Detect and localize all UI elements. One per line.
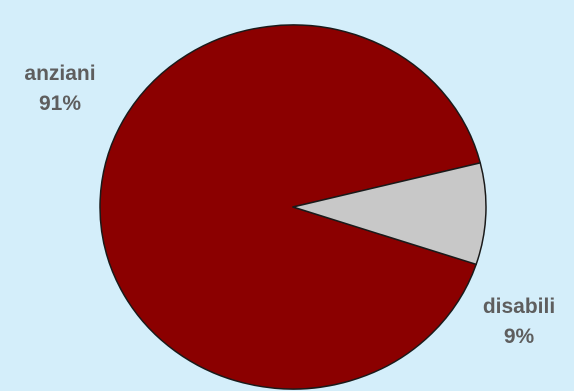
- pie-slices: [99, 24, 487, 390]
- slice-name-disabili: disabili: [483, 295, 555, 318]
- slice-percent-anziani: 91%: [39, 92, 81, 115]
- pie-slice-disabili: [292, 162, 487, 266]
- slice-percent-disabili: 9%: [504, 325, 535, 348]
- slice-label-disabili: disabili 9%: [483, 295, 555, 348]
- slice-label-anziani: anziani 91%: [24, 62, 95, 115]
- slice-name-anziani: anziani: [24, 62, 95, 85]
- pie-slice-anziani: [99, 24, 481, 390]
